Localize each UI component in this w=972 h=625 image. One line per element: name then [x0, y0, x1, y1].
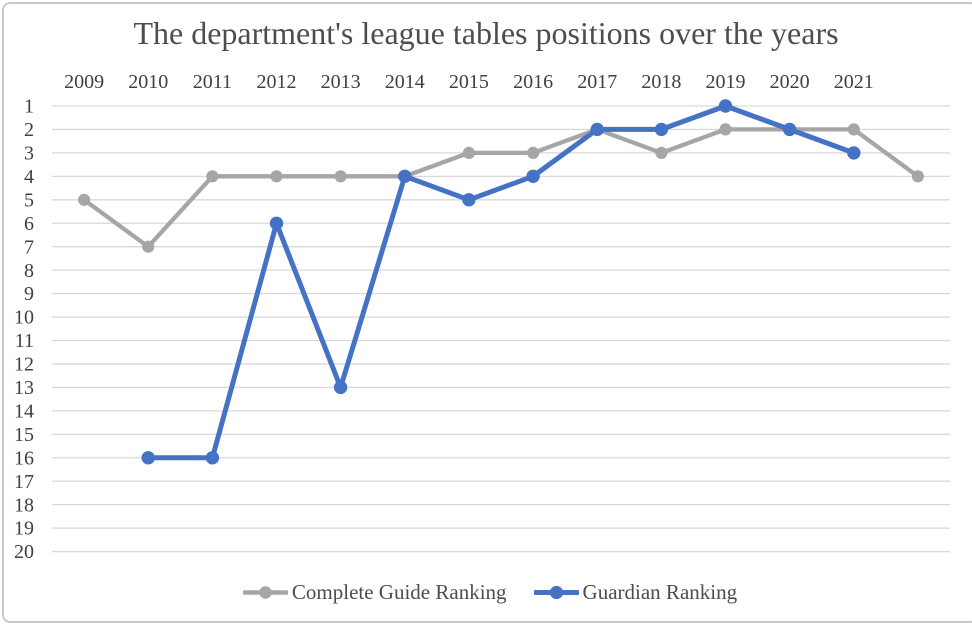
data-point-complete-guide-ranking-2009	[78, 193, 91, 206]
data-point-guardian-ranking-2013	[333, 380, 348, 395]
legend-item-guardian-ranking: Guardian Ranking	[533, 579, 738, 604]
data-point-complete-guide-ranking-2010	[142, 240, 155, 253]
series-line-guardian-ranking	[145, 103, 857, 461]
data-point-guardian-ranking-2010	[141, 451, 155, 465]
y-tick-label-2: 2	[24, 119, 34, 141]
data-point-guardian-ranking-2014	[398, 169, 412, 183]
x-tick-label-2010: 2010	[128, 71, 168, 93]
data-point-guardian-ranking-2015	[462, 193, 476, 207]
y-tick-label-10: 10	[14, 307, 34, 329]
y-tick-label-11: 11	[15, 330, 34, 352]
x-tick-label-2019: 2019	[706, 71, 746, 93]
data-point-complete-guide-ranking-2019	[719, 123, 732, 136]
x-tick-label-2009: 2009	[64, 71, 104, 93]
y-tick-label-18: 18	[14, 494, 34, 516]
series-line-complete-guide-ranking	[81, 127, 921, 249]
y-tick-label-19: 19	[14, 518, 34, 540]
y-tick-label-7: 7	[24, 236, 34, 258]
legend-label-complete-guide-ranking: Complete Guide Ranking	[291, 579, 507, 604]
data-point-guardian-ranking-2016	[526, 169, 540, 183]
y-tick-label-20: 20	[14, 541, 34, 563]
x-tick-label-2021: 2021	[834, 71, 874, 93]
y-tick-label-12: 12	[14, 354, 34, 376]
y-tick-label-1: 1	[24, 96, 34, 118]
data-point-complete-guide-ranking-2013	[334, 170, 347, 183]
y-tick-label-8: 8	[24, 260, 34, 282]
data-point-complete-guide-ranking-2012	[270, 170, 283, 183]
y-tick-label-15: 15	[14, 424, 34, 446]
y-tick-label-5: 5	[24, 189, 34, 211]
data-point-complete-guide-ranking-2021	[847, 123, 860, 136]
data-point-guardian-ranking-2019	[718, 99, 733, 113]
data-point-complete-guide-ranking-2016	[527, 146, 540, 159]
x-tick-label-2016: 2016	[513, 71, 553, 93]
legend-line-marker-icon	[242, 585, 288, 599]
data-point-guardian-ranking-2021	[847, 146, 861, 160]
data-point-guardian-ranking-2012	[269, 216, 284, 230]
y-tick-label-4: 4	[24, 166, 34, 188]
data-point-complete-guide-ranking-2018	[655, 146, 668, 159]
x-tick-label-2018: 2018	[641, 71, 681, 93]
data-point-guardian-ranking-2018	[654, 122, 669, 137]
x-tick-label-2015: 2015	[449, 71, 489, 93]
chart-title: The department's league tables positions…	[133, 15, 839, 51]
y-tick-label-14: 14	[14, 400, 34, 422]
y-tick-label-9: 9	[24, 283, 34, 305]
data-point-complete-guide-ranking-extra	[911, 170, 925, 183]
x-tick-label-2013: 2013	[321, 71, 361, 93]
y-tick-label-6: 6	[24, 213, 34, 235]
legend-label-guardian-ranking: Guardian Ranking	[582, 579, 738, 604]
data-point-guardian-ranking-2011	[205, 451, 220, 465]
y-tick-label-16: 16	[14, 447, 34, 469]
y-tick-label-17: 17	[14, 471, 34, 493]
data-point-complete-guide-ranking-2015	[462, 146, 475, 159]
y-tick-label-13: 13	[14, 377, 34, 399]
x-tick-label-2017: 2017	[577, 71, 617, 93]
legend-line-marker-icon	[533, 585, 579, 599]
legend-item-complete-guide-ranking: Complete Guide Ranking	[242, 579, 507, 604]
legend: Complete Guide Ranking Guardian Ranking	[0, 580, 972, 604]
data-point-complete-guide-ranking-2011	[206, 170, 219, 183]
x-tick-label-2020: 2020	[770, 71, 810, 93]
data-point-guardian-ranking-2017	[590, 122, 604, 137]
data-point-guardian-ranking-2020	[782, 122, 797, 137]
y-tick-label-3: 3	[24, 143, 34, 165]
x-tick-label-2011: 2011	[193, 71, 232, 93]
x-tick-label-2014: 2014	[385, 71, 425, 93]
x-tick-label-2012: 2012	[257, 71, 297, 93]
